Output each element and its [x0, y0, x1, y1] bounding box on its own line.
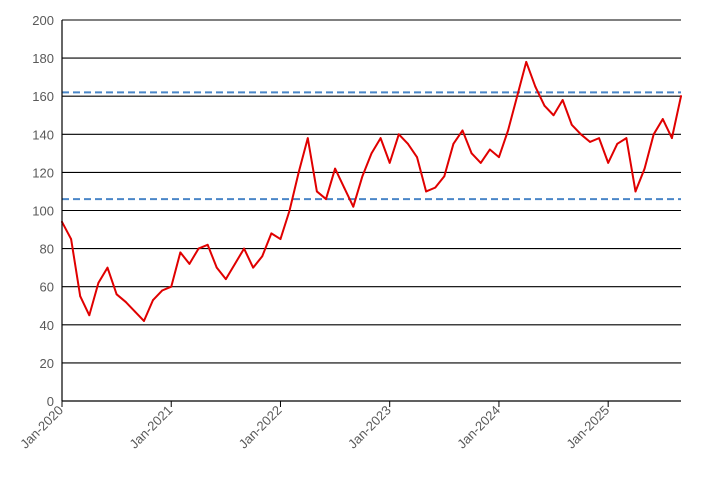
- data-point-2023-03: [407, 142, 409, 145]
- data-point-2020-05: [97, 281, 100, 284]
- data-point-2024-12: [598, 137, 600, 140]
- data-point-2024-11: [589, 141, 591, 143]
- x-tick-label-2: Jan-2022: [236, 403, 285, 452]
- x-tick-label-4: Jan-2024: [454, 403, 503, 452]
- reference-lines: [62, 91, 681, 201]
- data-point-2021-08: [234, 262, 236, 265]
- data-point-2023-06: [434, 186, 437, 189]
- data-point-2025-02: [616, 142, 619, 145]
- data-point-2020-04: [88, 314, 91, 317]
- data-point-2023-02: [397, 133, 400, 136]
- y-tick-label-120: 120: [32, 165, 54, 180]
- data-point-2024-10: [579, 133, 582, 136]
- data-point-2020-12: [161, 289, 164, 292]
- y-tick-label-0: 0: [47, 394, 54, 409]
- data-point-2021-09: [243, 247, 245, 250]
- data-point-2024-04: [525, 61, 528, 63]
- data-point-2024-06: [543, 104, 546, 107]
- y-tick-label-160: 160: [32, 89, 54, 104]
- data-point-2021-03: [188, 262, 191, 265]
- x-axis-tick-labels: Jan-2020 Jan-2021 Jan-2022 Jan-2023 Jan-2024…: [17, 403, 612, 452]
- data-point-2022-12: [379, 137, 382, 140]
- data-point-2024-02: [507, 129, 509, 132]
- y-tick-label-180: 180: [32, 51, 54, 66]
- y-axis-tick-labels: 0 20 40 60 80 100 120 140 160 180 200: [32, 13, 54, 409]
- data-point-2023-11: [479, 161, 482, 164]
- x-tick-label-5: Jan-2025: [563, 403, 612, 452]
- data-point-2025-07: [661, 118, 664, 120]
- data-point-2022-10: [361, 175, 364, 178]
- data-point-2025-06: [652, 133, 655, 136]
- data-point-2025-08: [671, 137, 673, 140]
- data-point-2020-11: [152, 299, 154, 301]
- data-point-2025-09: [680, 95, 682, 98]
- data-point-2024-09: [570, 123, 573, 126]
- data-point-2025-03: [625, 137, 628, 140]
- y-tick-label-20: 20: [40, 356, 54, 371]
- data-point-2025-05: [643, 167, 646, 170]
- data-point-2022-05: [315, 190, 318, 193]
- data-point-2023-08: [452, 142, 455, 145]
- data-point-2022-06: [325, 198, 327, 200]
- data-point-2024-08: [561, 99, 564, 101]
- series-line-0: [61, 60, 682, 322]
- y-tick-label-100: 100: [32, 204, 54, 219]
- data-point-2021-01: [170, 285, 173, 288]
- data-point-2022-08: [343, 186, 346, 189]
- y-tick-label-80: 80: [40, 242, 54, 257]
- data-point-2022-02: [288, 209, 291, 212]
- y-tick-label-200: 200: [32, 13, 54, 28]
- data-point-2020-06: [106, 266, 109, 269]
- data-point-2023-01: [388, 161, 391, 164]
- data-point-2024-01: [498, 156, 500, 159]
- data-point-2020-09: [133, 310, 136, 313]
- data-point-2021-11: [261, 255, 264, 258]
- data-point-2023-05: [425, 190, 428, 193]
- data-point-2022-11: [370, 152, 373, 155]
- data-point-2023-10: [470, 152, 473, 155]
- x-tick-label-0: Jan-2020: [17, 403, 66, 452]
- data-point-2022-03: [297, 171, 300, 174]
- x-tick-label-3: Jan-2023: [345, 403, 394, 452]
- data-point-2021-10: [252, 266, 255, 269]
- data-point-2020-02: [70, 238, 72, 240]
- y-tick-label-40: 40: [40, 318, 54, 333]
- data-point-2023-09: [461, 129, 464, 132]
- gridlines: [62, 19, 681, 364]
- data-point-2021-04: [197, 247, 200, 250]
- data-point-2021-12: [270, 232, 273, 235]
- data-point-2022-01: [279, 238, 282, 240]
- axes: [61, 20, 681, 407]
- data-point-2024-03: [516, 95, 519, 98]
- data-point-2023-12: [488, 148, 491, 151]
- data-point-2023-04: [416, 156, 418, 159]
- data-point-2024-07: [552, 114, 555, 117]
- data-point-2021-07: [224, 278, 227, 280]
- series-group: [61, 60, 682, 322]
- data-point-2020-10: [143, 320, 145, 322]
- data-point-2024-05: [534, 85, 537, 88]
- y-tick-label-140: 140: [32, 127, 54, 142]
- data-point-2020-08: [124, 301, 127, 303]
- data-point-2023-07: [443, 175, 446, 178]
- data-point-2021-05: [206, 243, 209, 246]
- data-point-2025-01: [607, 161, 610, 164]
- x-tick-label-1: Jan-2021: [126, 403, 175, 452]
- data-point-2020-03: [79, 295, 82, 298]
- data-point-2021-02: [179, 251, 182, 254]
- data-point-2020-07: [115, 293, 118, 296]
- data-point-2025-04: [634, 190, 637, 193]
- data-point-2022-09: [352, 205, 355, 208]
- data-point-2021-06: [215, 266, 218, 269]
- data-point-2022-07: [334, 167, 336, 170]
- data-point-2022-04: [306, 137, 309, 140]
- y-tick-label-60: 60: [40, 280, 54, 295]
